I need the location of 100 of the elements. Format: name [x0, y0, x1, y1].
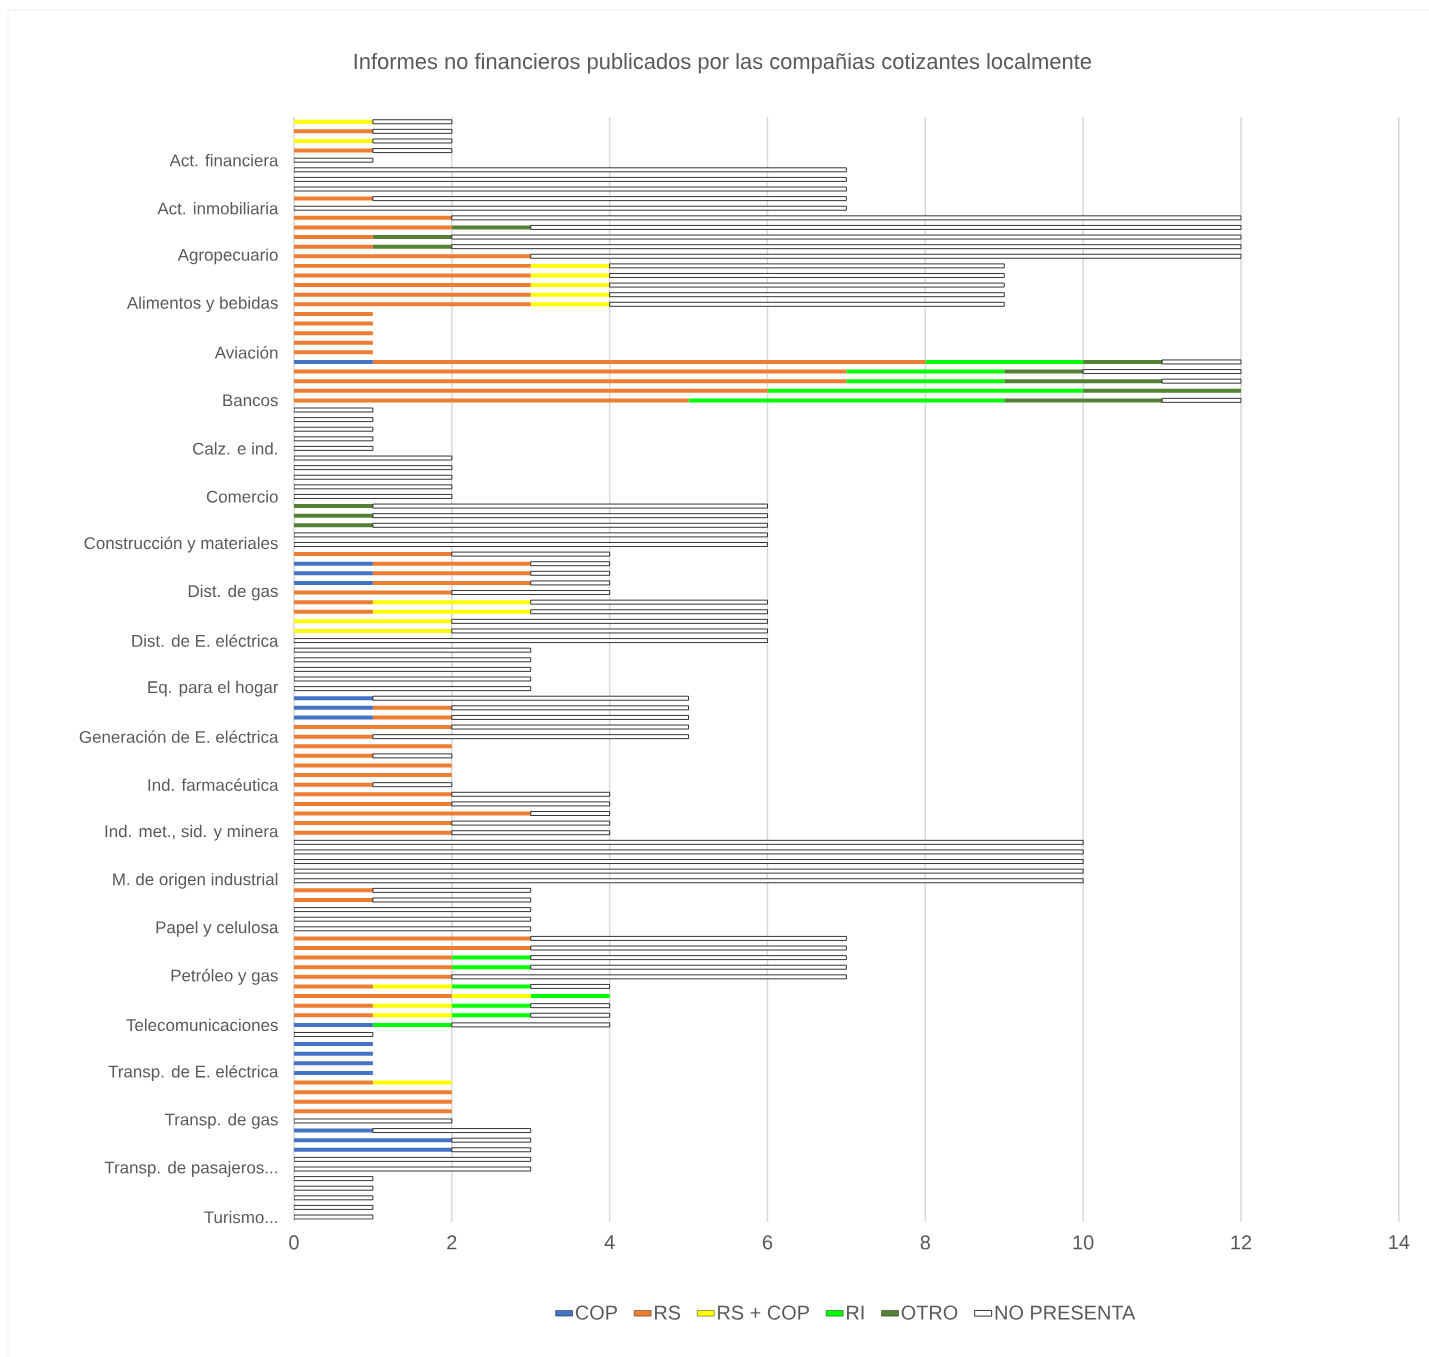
bar — [293, 753, 373, 758]
bar — [293, 1022, 373, 1027]
bar — [372, 561, 531, 566]
bar — [609, 301, 1005, 307]
bar — [293, 455, 453, 461]
bar — [293, 302, 531, 307]
bar — [293, 157, 374, 163]
bar — [609, 292, 1005, 298]
bar — [293, 119, 373, 124]
bar — [688, 398, 1005, 403]
bar — [1161, 359, 1242, 365]
bar — [372, 119, 453, 125]
bar — [293, 1195, 374, 1201]
bar — [293, 600, 373, 605]
bar — [293, 1003, 373, 1008]
y-tick-label: Construcción y materiales — [84, 536, 278, 553]
y-tick-label: Agropecuario — [177, 248, 278, 265]
bar — [451, 1022, 611, 1028]
bar — [293, 311, 373, 316]
y-tick-label: Petróleo y gas — [171, 968, 278, 985]
bar — [1161, 378, 1242, 384]
bar — [293, 744, 452, 749]
bar — [293, 916, 532, 922]
bar — [293, 138, 373, 143]
bar — [293, 609, 373, 614]
bar — [530, 302, 610, 307]
bar — [451, 994, 531, 999]
bar — [372, 1022, 452, 1027]
bar — [293, 552, 452, 557]
bar — [293, 225, 452, 230]
bar — [451, 801, 611, 807]
y-tick-label: Comercio — [206, 490, 278, 503]
bar — [293, 523, 373, 528]
bar — [293, 331, 373, 336]
bar — [293, 388, 768, 393]
bar — [293, 474, 453, 480]
bar — [530, 283, 610, 288]
bar — [293, 1051, 373, 1056]
bar — [293, 859, 1084, 864]
bar — [451, 618, 768, 624]
y-tick-label: Act. financiera — [169, 153, 279, 167]
bar — [451, 830, 611, 836]
bar — [372, 887, 532, 893]
bar — [372, 138, 453, 144]
bar — [293, 926, 532, 932]
bar — [846, 379, 1005, 384]
bar — [372, 782, 453, 788]
bar — [451, 984, 531, 989]
bar — [372, 984, 452, 989]
x-tick-label: 0 — [289, 1235, 299, 1250]
bar — [293, 417, 374, 422]
bar — [372, 734, 689, 740]
bar — [293, 369, 847, 374]
x-tick-label: 14 — [1389, 1235, 1410, 1250]
y-tick-label: Generación de E. eléctrica — [79, 730, 279, 743]
bar — [372, 235, 452, 240]
bar — [451, 724, 689, 730]
bar — [530, 561, 611, 567]
bar — [293, 686, 532, 692]
bar — [451, 1013, 531, 1018]
bar — [451, 715, 689, 720]
bar — [925, 359, 1084, 364]
bar — [293, 868, 1084, 874]
y-tick-label: Dist. de gas — [188, 584, 278, 601]
x-tick-label: 10 — [1073, 1235, 1094, 1250]
x-tick-label: 4 — [604, 1235, 615, 1250]
bar — [609, 273, 1005, 278]
bar — [293, 705, 373, 710]
bar — [293, 715, 373, 720]
bar — [293, 1061, 373, 1066]
bar — [293, 283, 531, 288]
bar — [293, 773, 452, 778]
bar — [293, 340, 373, 345]
bar — [293, 215, 452, 220]
bar — [451, 628, 768, 634]
bar — [293, 350, 373, 355]
bar — [293, 590, 452, 595]
bar — [372, 128, 453, 134]
x-tick-label: 6 — [762, 1235, 773, 1250]
bar — [293, 398, 689, 403]
bar — [372, 1013, 452, 1018]
bar — [293, 465, 453, 471]
bar — [293, 974, 452, 979]
bar — [1083, 359, 1163, 364]
bar — [293, 792, 452, 797]
x-tick-label: 12 — [1231, 1235, 1252, 1250]
y-tick-label: Turismo... — [204, 1210, 277, 1224]
bar — [451, 244, 1242, 250]
bar — [609, 282, 1005, 288]
bar — [293, 426, 374, 432]
bar — [293, 1128, 373, 1133]
bar — [530, 292, 610, 297]
bar — [293, 561, 373, 566]
bar — [293, 244, 373, 249]
bar — [530, 984, 611, 989]
legend-label: OTRO — [901, 1305, 958, 1320]
bar — [530, 1012, 611, 1018]
bar — [293, 955, 452, 960]
bar — [293, 446, 374, 451]
y-tick-label: Ind. farmacéutica — [148, 778, 279, 792]
